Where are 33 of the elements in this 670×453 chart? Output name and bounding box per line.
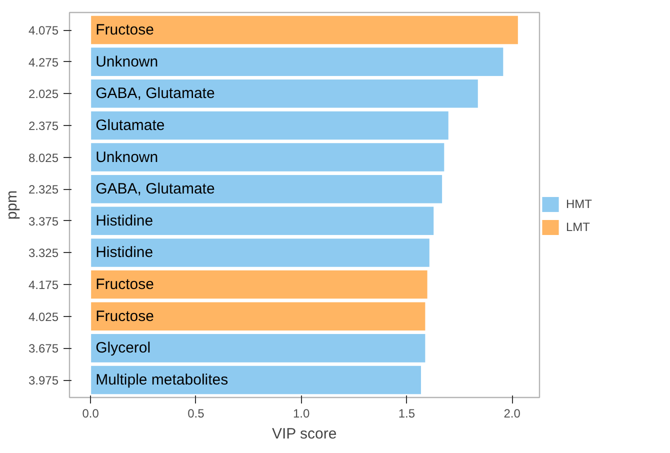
annotation: Glutamate (96, 116, 165, 134)
x-tick-label: 0.5 (188, 406, 205, 420)
annotation: Fructose (96, 308, 154, 325)
annotation: Fructose (96, 22, 154, 38)
x-axis-title: VIP score (272, 426, 337, 442)
annotation: Glycerol (96, 340, 151, 357)
annotation: GABA, Glutamate (96, 180, 215, 198)
annotation: Histidine (96, 244, 154, 262)
y-tick-label: 3.975 (28, 374, 59, 388)
y-tick-label: 4.025 (28, 310, 59, 324)
annotation: Unknown (96, 53, 158, 70)
y-axis-title: ppm (3, 190, 20, 220)
y-tick-label: 2.025 (28, 87, 59, 102)
x-tick-label: 1.0 (293, 406, 310, 420)
annotation: Histidine (96, 212, 154, 230)
annotation: Unknown (96, 148, 158, 166)
y-tick-label: 3.325 (28, 246, 59, 260)
legend-label: LMT (566, 220, 591, 234)
x-tick-label: 0.0 (82, 406, 100, 420)
x-tick-label: 1.5 (398, 406, 416, 420)
x-tick-label: 2.0 (504, 406, 521, 420)
y-tick-label: 2.325 (28, 182, 59, 197)
y-tick-label: 2.375 (28, 118, 59, 133)
y-tick-label: 8.025 (28, 150, 59, 165)
y-tick-label: 4.175 (28, 278, 59, 292)
y-tick-label: 3.675 (28, 342, 59, 356)
annotation: Fructose (96, 276, 154, 294)
annotation: GABA, Glutamate (96, 85, 215, 102)
annotation: Multiple metabolites (96, 372, 228, 388)
y-tick-label: 4.075 (28, 24, 59, 38)
legend-label: HMT (566, 197, 593, 211)
y-tick-label: 4.275 (28, 55, 59, 70)
y-tick-label: 3.375 (28, 214, 59, 228)
